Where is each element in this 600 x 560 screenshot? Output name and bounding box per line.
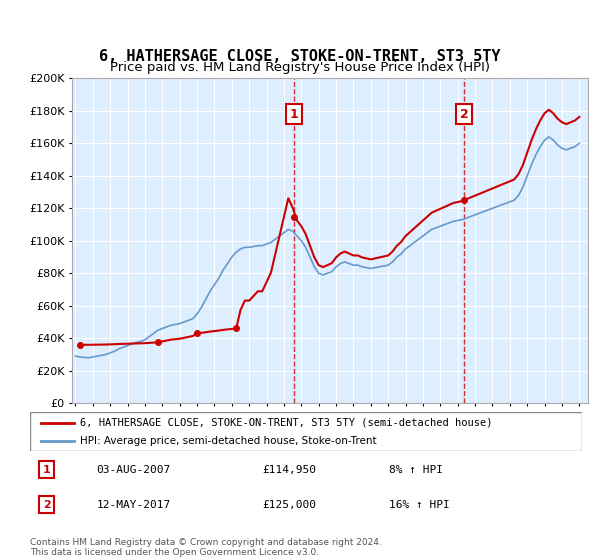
Text: 2: 2 [460,108,469,120]
Text: 8% ↑ HPI: 8% ↑ HPI [389,465,443,475]
Text: Price paid vs. HM Land Registry's House Price Index (HPI): Price paid vs. HM Land Registry's House … [110,61,490,74]
Text: £125,000: £125,000 [262,500,316,510]
Text: 6, HATHERSAGE CLOSE, STOKE-ON-TRENT, ST3 5TY: 6, HATHERSAGE CLOSE, STOKE-ON-TRENT, ST3… [99,49,501,64]
Text: HPI: Average price, semi-detached house, Stoke-on-Trent: HPI: Average price, semi-detached house,… [80,436,376,446]
Text: 1: 1 [290,108,298,120]
Text: 6, HATHERSAGE CLOSE, STOKE-ON-TRENT, ST3 5TY (semi-detached house): 6, HATHERSAGE CLOSE, STOKE-ON-TRENT, ST3… [80,418,492,428]
Text: £114,950: £114,950 [262,465,316,475]
Text: Contains HM Land Registry data © Crown copyright and database right 2024.
This d: Contains HM Land Registry data © Crown c… [30,538,382,557]
FancyBboxPatch shape [30,412,582,451]
Text: 2: 2 [43,500,50,510]
Text: 03-AUG-2007: 03-AUG-2007 [96,465,170,475]
Text: 16% ↑ HPI: 16% ↑ HPI [389,500,449,510]
Text: 1: 1 [43,465,50,475]
Text: 12-MAY-2017: 12-MAY-2017 [96,500,170,510]
